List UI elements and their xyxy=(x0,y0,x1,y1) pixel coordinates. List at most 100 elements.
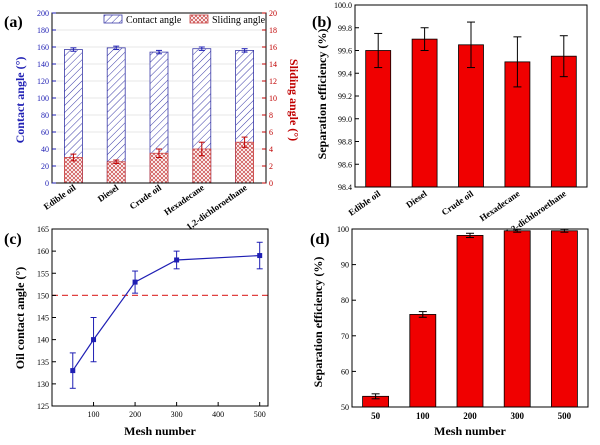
panel-a-bar-sliding-angle-1 xyxy=(106,161,126,184)
panel-d-y-ticklabel-0: 50 xyxy=(341,403,349,412)
panel-c-y-ticklabel-7: 160 xyxy=(37,247,49,256)
panel-a-y2-ticklabel-9: 18 xyxy=(269,26,277,35)
panel-d-category-1: 100 xyxy=(416,411,430,421)
panel-a-ylabel: Contact angle (°) xyxy=(13,57,27,144)
panel-a-y2label: Sliding angle (°) xyxy=(287,59,301,141)
panel-b-axes: 98.4 98.6 98.8 99.0 99.2 99.4 99.6 99.8 100.0 xyxy=(334,1,359,192)
panel-a-y2-ticklabel-8: 16 xyxy=(269,43,277,52)
panel-d-separation-efficiency-mesh: (d) Separation efficiency (%) Mesh numbe… xyxy=(310,225,589,438)
panel-label-d: (d) xyxy=(310,231,330,248)
panel-d-category-0: 50 xyxy=(371,411,381,421)
panel-b-y-ticklabel-1: 98.6 xyxy=(338,160,352,169)
legend-label-contact-angle: Contact angle xyxy=(126,15,182,26)
panel-d-category-2: 200 xyxy=(463,411,477,421)
panel-c-point-4 xyxy=(257,253,263,259)
panel-d-bars: 50 100 200 300 500 xyxy=(362,228,578,421)
panel-a-bar-sliding-angle-4 xyxy=(235,141,255,184)
panel-c-y-ticklabel-5: 150 xyxy=(37,291,49,300)
panel-a-y2-ticklabel-2: 4 xyxy=(269,145,273,154)
panel-c-point-2 xyxy=(132,279,138,285)
panel-c-x-ticklabel-0: 100 xyxy=(88,410,100,419)
panel-c-y-ticklabel-0: 125 xyxy=(37,402,49,411)
panel-b-category-1: Diesel xyxy=(404,188,429,210)
panel-b-y-ticklabel-3: 99.0 xyxy=(338,115,352,124)
panel-a-y-ticklabel-0: 0 xyxy=(45,179,49,188)
panel-c-y-ticklabel-6: 155 xyxy=(37,269,49,278)
panel-a-category-2: Crude oil xyxy=(128,182,164,211)
panel-c-point-1 xyxy=(91,337,97,343)
panel-b-ylabel: Separation efficiency (%) xyxy=(315,29,329,160)
panel-a-y2-ticklabel-6: 12 xyxy=(269,77,277,86)
panel-b-bar-2 xyxy=(458,44,484,188)
panel-b-y-ticklabel-0: 98.4 xyxy=(338,183,352,192)
panel-a-y-ticklabel-1: 20 xyxy=(41,162,49,171)
panel-c-y-ticklabel-4: 145 xyxy=(37,314,49,323)
panel-d-bar-4 xyxy=(551,230,578,408)
legend-label-sliding-angle: Sliding angle xyxy=(212,15,266,26)
panel-d-y-ticklabel-1: 60 xyxy=(341,367,349,376)
panel-d-ylabel: Separation efficiency (%) xyxy=(311,257,325,388)
panel-b-category-3: Hexadecane xyxy=(478,188,522,223)
panel-d-y-ticklabel-2: 70 xyxy=(341,332,349,341)
panel-a-y2-ticklabel-0: 0 xyxy=(269,179,273,188)
panel-a-y2-ticklabel-4: 8 xyxy=(269,111,273,120)
panel-c-x-ticklabel-3: 400 xyxy=(212,410,224,419)
panel-a-contact-sliding-angle: (a) Contact angle (°) Sliding angle (°) … xyxy=(4,9,301,232)
panel-a-y-ticklabel-3: 60 xyxy=(41,128,49,137)
legend-swatch-sliding-angle xyxy=(189,14,209,24)
panel-c-y-ticklabel-2: 135 xyxy=(37,358,49,367)
panel-a-y-ticklabel-8: 160 xyxy=(37,43,49,52)
panel-b-y-ticklabel-2: 98.8 xyxy=(338,138,352,147)
panel-label-a: (a) xyxy=(4,14,23,31)
panel-c-y-ticklabel-3: 140 xyxy=(37,336,49,345)
panel-a-y2-ticklabel-5: 10 xyxy=(269,94,277,103)
panel-b-y-ticklabel-4: 99.2 xyxy=(338,92,352,101)
panel-d-xlabel: Mesh number xyxy=(434,424,506,438)
panel-a-y2-ticklabel-10: 20 xyxy=(269,9,277,18)
panel-a-legend: Contact angle Sliding angle xyxy=(103,14,266,26)
panel-d-y-ticklabel-5: 100 xyxy=(337,225,349,234)
panel-b-separation-efficiency: (b) Separation efficiency (%) Edible oil… xyxy=(312,1,588,238)
panel-b-y-ticklabel-5: 99.4 xyxy=(338,69,352,78)
legend-swatch-contact-angle xyxy=(103,14,123,24)
panel-d-category-4: 500 xyxy=(558,411,572,421)
panel-b-bar-0 xyxy=(365,50,392,188)
panel-d-bar-2 xyxy=(456,235,484,408)
panel-d-bar-3 xyxy=(503,230,531,408)
panel-label-c: (c) xyxy=(4,231,22,248)
panel-c-oil-contact-angle: (c) Oil contact angle (°) Mesh number 12… xyxy=(4,225,269,438)
panel-b-bar-4 xyxy=(550,55,577,188)
panel-a-category-1: Diesel xyxy=(96,182,121,204)
panel-b-y-ticklabel-7: 99.8 xyxy=(338,24,352,33)
panel-a-y2-ticklabel-7: 14 xyxy=(269,60,277,69)
panel-a-y-ticklabel-6: 120 xyxy=(37,77,49,86)
panel-d-y-ticklabel-3: 80 xyxy=(341,296,349,305)
panel-c-y-ticklabel-1: 130 xyxy=(37,380,49,389)
panel-d-frame xyxy=(351,228,589,408)
panel-a-y-ticklabel-5: 100 xyxy=(37,94,49,103)
panel-c-ylabel: Oil contact angle (°) xyxy=(13,267,27,369)
panel-a-y2-ticklabel-3: 6 xyxy=(269,128,273,137)
panel-a-y-ticklabel-7: 140 xyxy=(37,60,49,69)
panel-a-y-ticklabel-10: 200 xyxy=(37,9,49,18)
panel-c-line xyxy=(52,241,268,389)
panel-a-y-ticklabel-4: 80 xyxy=(41,111,49,120)
panel-c-axes: 125 130 135 140 145 150 155 160 165 100 200 300 400 5… xyxy=(37,225,266,419)
panel-a-y2-ticklabel-1: 2 xyxy=(269,162,273,171)
panel-b-bars: Edible oil Diesel Crude oil Hexadecane1,2-d… xyxy=(346,21,577,238)
panel-c-series-line xyxy=(72,254,260,371)
panel-c-frame xyxy=(51,228,269,407)
panel-d-y-ticklabel-4: 90 xyxy=(341,261,349,270)
panel-b-bar-1 xyxy=(411,38,438,188)
panel-label-b: (b) xyxy=(312,14,332,31)
panel-b-category-0: Edible oil xyxy=(346,188,382,218)
panel-a-y-ticklabel-9: 180 xyxy=(37,26,49,35)
panel-c-x-ticklabel-2: 300 xyxy=(171,410,183,419)
panel-c-xlabel: Mesh number xyxy=(124,424,196,438)
panel-d-bar-1 xyxy=(409,314,437,408)
panel-d-axes: 50 60 70 80 90 100 xyxy=(337,225,356,412)
panel-c-x-ticklabel-4: 500 xyxy=(254,410,266,419)
panel-b-y-ticklabel-8: 100.0 xyxy=(334,1,352,10)
panel-d-category-3: 300 xyxy=(510,411,524,421)
